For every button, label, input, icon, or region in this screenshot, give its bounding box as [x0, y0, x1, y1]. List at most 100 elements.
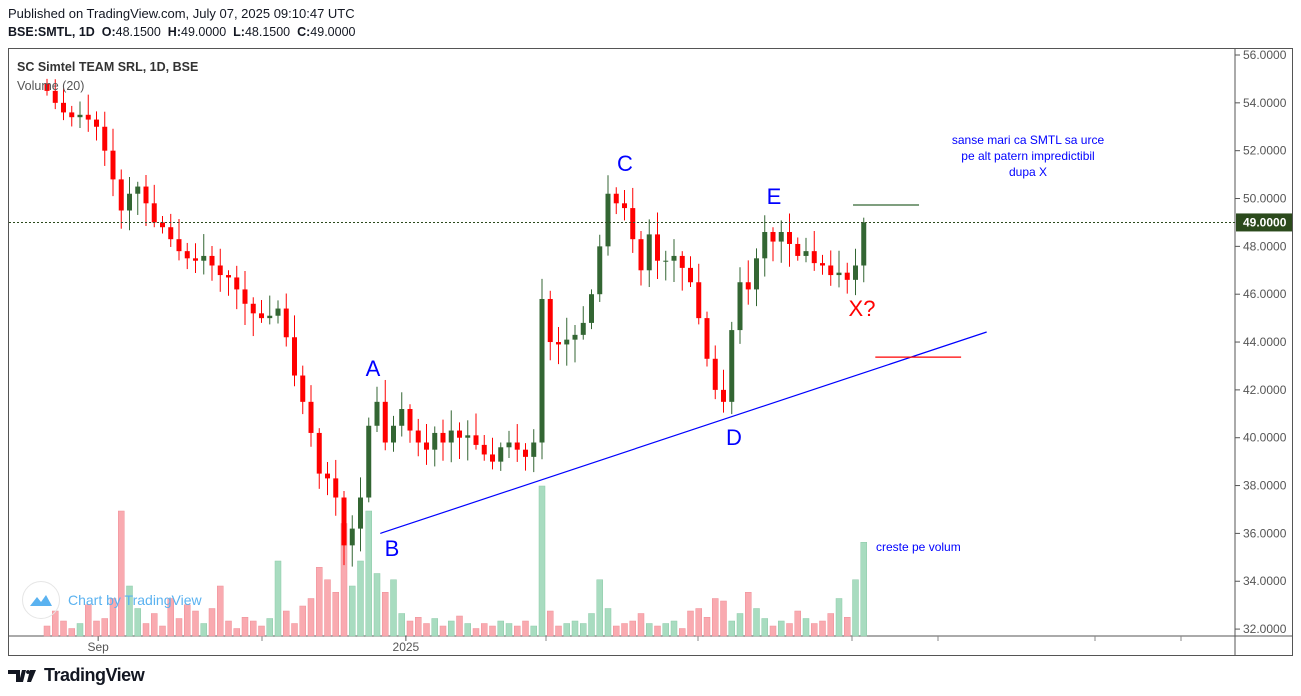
- candle: [135, 181, 141, 215]
- volume-bar: [217, 585, 224, 637]
- candle-body: [316, 432, 322, 474]
- candle: [292, 315, 297, 387]
- volume-bar: [670, 620, 678, 637]
- candle-body: [143, 186, 149, 204]
- candle: [770, 227, 776, 262]
- candle-body: [737, 282, 743, 331]
- candle: [316, 428, 322, 489]
- candle: [704, 311, 710, 367]
- price-tick-label: 48.0000: [1243, 239, 1287, 253]
- volume-bar: [415, 617, 422, 637]
- candle-body: [589, 294, 594, 323]
- candle: [275, 300, 281, 324]
- note-text-line: pe alt patern impredictibil: [961, 149, 1094, 163]
- chart-frame[interactable]: [8, 48, 1293, 656]
- candle: [762, 215, 768, 277]
- volume-bar: [514, 625, 521, 637]
- volume-bar: [654, 625, 661, 637]
- volume-bar: [159, 625, 166, 637]
- low-label: L:: [233, 25, 245, 39]
- price-tick-label: 46.0000: [1243, 287, 1287, 301]
- candle: [267, 295, 273, 325]
- candle-body: [671, 255, 677, 261]
- price-tick-label: 52.0000: [1243, 144, 1287, 158]
- volume-bar: [316, 567, 323, 637]
- candle-body: [374, 401, 380, 426]
- candle: [209, 246, 215, 281]
- candle-body: [638, 239, 644, 271]
- volume-bar: [596, 579, 603, 637]
- volume-bar: [258, 625, 265, 637]
- candle: [217, 248, 223, 292]
- volume-bar: [365, 510, 372, 637]
- volume-bar: [629, 620, 636, 637]
- candle-body: [44, 83, 50, 91]
- candle-body: [399, 409, 405, 426]
- candle: [564, 317, 570, 366]
- volume-bar: [167, 598, 174, 637]
- candle: [448, 410, 454, 463]
- candle: [250, 297, 256, 337]
- price-tick-label: 34.0000: [1243, 574, 1287, 588]
- candle: [52, 79, 58, 110]
- candle-body: [250, 303, 256, 314]
- symbol: BSE:SMTL, 1D: [8, 25, 95, 39]
- candle-body: [655, 234, 660, 261]
- volume-bar: [613, 625, 620, 637]
- price-tick-label: 38.0000: [1243, 479, 1287, 493]
- candle-body: [613, 193, 619, 204]
- tradingview-watermark[interactable]: Chart by TradingView: [22, 581, 202, 619]
- candle: [613, 187, 619, 215]
- candle: [61, 84, 66, 121]
- candle-body: [820, 263, 825, 266]
- volume-bar: [233, 628, 240, 637]
- time-tick-label: 2025: [393, 640, 420, 654]
- candle: [490, 437, 495, 470]
- candle-body: [333, 478, 339, 498]
- volume-legend: Volume (20): [17, 79, 85, 93]
- volume-bar: [679, 628, 686, 637]
- candle-body: [193, 258, 198, 261]
- candle-body: [696, 282, 702, 319]
- candle: [795, 237, 801, 261]
- annotation-label: X?: [849, 296, 876, 321]
- candle-body: [283, 308, 289, 338]
- candle: [85, 94, 91, 132]
- low-value: 48.1500: [244, 25, 291, 39]
- candle: [366, 417, 372, 503]
- candle-body: [308, 401, 314, 433]
- candle: [712, 345, 718, 400]
- volume-bar: [786, 623, 793, 637]
- open-value: 48.1500: [115, 25, 161, 39]
- candle-body: [160, 222, 165, 228]
- candle: [473, 413, 479, 450]
- candle-body: [803, 251, 809, 256]
- volume-bar: [588, 613, 595, 637]
- volume-bar: [68, 628, 75, 637]
- candle: [358, 477, 363, 552]
- volume-bar: [604, 608, 612, 637]
- candle: [539, 278, 545, 460]
- candle: [226, 270, 231, 296]
- volume-bar: [538, 485, 546, 637]
- published-info: Published on TradingView.com, July 07, 2…: [8, 6, 355, 21]
- candle-body: [597, 246, 603, 295]
- candle-body: [69, 112, 75, 118]
- volume-bar: [200, 623, 207, 637]
- tv-logo-icon: [8, 669, 36, 682]
- high-value: 49.0000: [181, 25, 227, 39]
- volume-bar: [398, 613, 405, 637]
- note-text-line: sanse mari ca SMTL sa urce: [952, 133, 1105, 147]
- candle: [803, 237, 809, 263]
- footer-logo[interactable]: TradingView: [8, 665, 145, 686]
- volume-bar: [860, 542, 867, 637]
- candle-body: [481, 444, 487, 455]
- volume-bar: [621, 623, 628, 637]
- candle-body: [341, 497, 347, 546]
- candle-body: [514, 442, 520, 450]
- candle-body: [844, 272, 850, 280]
- candle-body: [704, 318, 710, 359]
- candle: [391, 415, 396, 452]
- candle-body: [85, 114, 91, 120]
